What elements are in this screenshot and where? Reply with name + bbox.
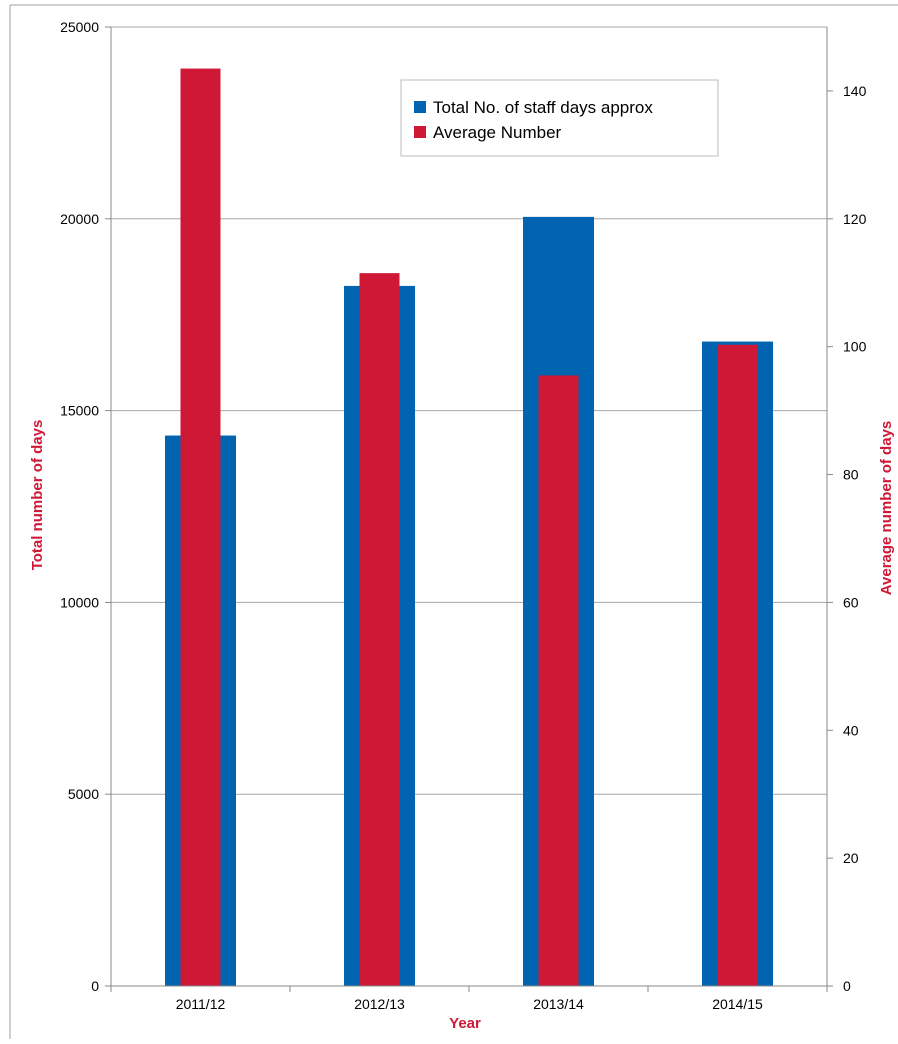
left-tick-label: 10000 [60, 594, 99, 610]
average-days-bars [180, 68, 758, 987]
x-tick-label: 2013/14 [533, 996, 584, 1012]
right-tick-label: 40 [843, 722, 859, 738]
left-tick-label: 20000 [60, 211, 99, 227]
average-days-bar [180, 68, 221, 987]
right-axis-tick-labels: 0 20 40 60 80 100 120 140 [843, 83, 867, 994]
left-axis-title: Total number of days [29, 420, 46, 571]
left-tick-label: 5000 [68, 786, 99, 802]
chart-outer-border [9, 4, 898, 1039]
right-axis-title: Average number of days [878, 421, 895, 596]
average-days-bar [538, 375, 579, 987]
x-tick-label: 2012/13 [354, 996, 405, 1012]
average-days-bar [717, 344, 758, 986]
right-tick-label: 120 [843, 211, 867, 227]
left-tick-label: 0 [91, 978, 99, 994]
right-tick-label: 0 [843, 978, 851, 994]
legend-swatch-total [414, 101, 426, 113]
legend-label-total: Total No. of staff days approx [433, 98, 653, 117]
left-tick-label: 15000 [60, 403, 99, 419]
legend-swatch-average [414, 126, 426, 138]
x-tick-label: 2014/15 [712, 996, 763, 1012]
x-tick-label: 2011/12 [176, 996, 226, 1012]
legend: Total No. of staff days approx Average N… [400, 79, 719, 157]
average-days-bar [359, 273, 400, 987]
x-axis-title: Year [449, 1015, 481, 1032]
left-tick-label: 25000 [60, 19, 99, 35]
total-days-bars [165, 216, 773, 986]
axes [110, 27, 828, 992]
legend-label-average: Average Number [433, 123, 562, 142]
right-tick-label: 60 [843, 594, 859, 610]
right-tick-label: 140 [843, 83, 867, 99]
legend-box [400, 79, 719, 157]
x-axis-tick-labels: 2011/12 2012/13 2013/14 2014/15 [176, 996, 763, 1012]
right-tick-label: 20 [843, 850, 859, 866]
right-tick-label: 100 [843, 339, 867, 355]
right-tick-label: 80 [843, 467, 859, 483]
left-axis-tick-labels: 0 5000 10000 15000 20000 25000 [60, 19, 99, 994]
